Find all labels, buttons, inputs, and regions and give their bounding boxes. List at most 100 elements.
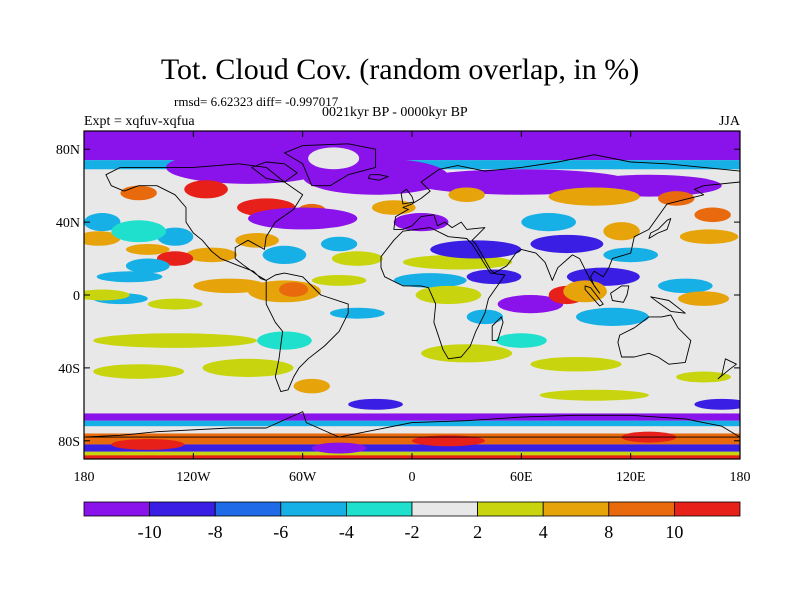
coastline-antarctica: [84, 411, 740, 438]
field-patch: [521, 213, 577, 232]
field-patch: [694, 398, 740, 410]
field-patch: [448, 187, 485, 203]
colorbar-swatch: [411, 501, 478, 517]
field-band: [84, 444, 740, 452]
field-patch: [495, 333, 547, 348]
field-patch: [193, 278, 267, 294]
colorbar-swatch: [542, 501, 610, 517]
coastline-eurasia-africa: [393, 154, 740, 294]
field-patch: [186, 247, 238, 263]
lon-tick-label: 0: [409, 470, 416, 485]
field-band: [84, 433, 740, 445]
field-patch: [93, 333, 258, 348]
lon-tick-label: 180: [74, 470, 95, 485]
lon-tick-label: 60W: [289, 470, 317, 485]
coastline-australia: [617, 314, 692, 365]
lon-tick-label: 180: [730, 470, 751, 485]
lon-tick-label: 120E: [616, 470, 646, 485]
colorbar-label: 8: [604, 522, 613, 542]
colorbar-swatch: [280, 501, 347, 517]
colorbar-swatch: [214, 501, 282, 517]
field-patch: [603, 247, 659, 263]
field-patch: [563, 280, 607, 303]
field-patch: [658, 191, 695, 206]
latitude-ticks: 80N 40N 0 40S 80S: [56, 143, 740, 450]
field-patch: [84, 289, 130, 301]
coastline-greenland: [283, 143, 377, 187]
lon-tick-label: 120W: [176, 470, 211, 485]
coastline-japan: [648, 218, 672, 239]
field-patch: [93, 364, 185, 379]
field-patch: [348, 398, 403, 410]
longitude-ticks: 180 120W 60W 0 60E 120E 180: [74, 131, 751, 485]
colorbar-label: -2: [405, 522, 420, 542]
colorbar-label: 4: [539, 522, 548, 542]
coastline-borneo: [610, 285, 630, 303]
field-patch: [576, 307, 649, 326]
field-patch: [257, 331, 312, 350]
field-patch: [393, 273, 467, 288]
stats-label: rmsd= 6.62323 diff= -0.997017: [174, 94, 339, 109]
field-patch: [330, 307, 385, 319]
field-patch: [415, 285, 482, 305]
coastline-new-zealand: [717, 358, 737, 380]
field-patch: [331, 251, 383, 266]
field-patch: [548, 187, 640, 206]
coastlines: [84, 143, 740, 438]
colorbar: -10 -8 -6 -4 -2 2 4 8 10: [83, 501, 741, 542]
field-patch: [84, 213, 121, 232]
field-patch: [678, 291, 730, 306]
colorbar-label: -4: [339, 522, 354, 542]
coastline-south-america: [265, 272, 349, 393]
coastline-baffin-island: [251, 161, 298, 183]
colorbar-label: -10: [138, 522, 162, 542]
season-label: JJA: [718, 114, 740, 129]
field-patch: [235, 233, 279, 248]
field-patch: [278, 282, 309, 297]
field-patch: [96, 271, 163, 283]
colorbar-swatch: [345, 501, 413, 517]
field-patch: [676, 371, 731, 383]
colorbar-swatch: [149, 501, 216, 517]
colorbar-swatch: [83, 501, 150, 517]
field-patch: [497, 295, 564, 314]
lat-tick-label: 80N: [56, 143, 80, 158]
colorbar-label: -6: [273, 522, 288, 542]
field-patch: [247, 207, 358, 230]
field-patch: [402, 254, 513, 270]
field-patch: [320, 236, 358, 252]
colorbar-swatch: [608, 501, 675, 517]
field-patch: [311, 442, 367, 454]
lat-tick-label: 40S: [58, 362, 80, 377]
coastline-north-america: [105, 163, 304, 281]
field-patch: [412, 435, 485, 447]
coastline-africa: [380, 227, 506, 360]
field-patch: [125, 258, 170, 274]
colorbar-label: 10: [665, 522, 683, 542]
field-patch: [84, 231, 121, 246]
field-patch: [120, 185, 157, 201]
field-patch: [262, 245, 307, 265]
field-patch: [603, 222, 640, 241]
field-patch: [156, 227, 194, 246]
field-patch: [530, 356, 622, 372]
map-title: Tot. Cloud Cov. (random overlap, in %): [160, 53, 640, 86]
field-patch: [111, 220, 166, 243]
field-patch: [694, 207, 731, 223]
field-patch: [421, 344, 513, 363]
coastline-madagascar: [491, 316, 504, 342]
field-patch: [679, 229, 739, 244]
field-patch: [147, 298, 203, 310]
colorbar-swatch: [477, 501, 544, 517]
coastline-sumatra: [584, 285, 604, 307]
colorbar-label: 2: [473, 522, 482, 542]
experiment-label: Expt = xqfuv-xqfua: [84, 114, 195, 129]
lat-tick-label: 80S: [58, 435, 80, 450]
field-patch: [308, 147, 360, 170]
field-patch: [658, 278, 713, 294]
lon-tick-label: 60E: [510, 470, 533, 485]
field-patch: [111, 438, 185, 450]
map-plot: [83, 130, 741, 460]
field-patch: [125, 243, 170, 255]
